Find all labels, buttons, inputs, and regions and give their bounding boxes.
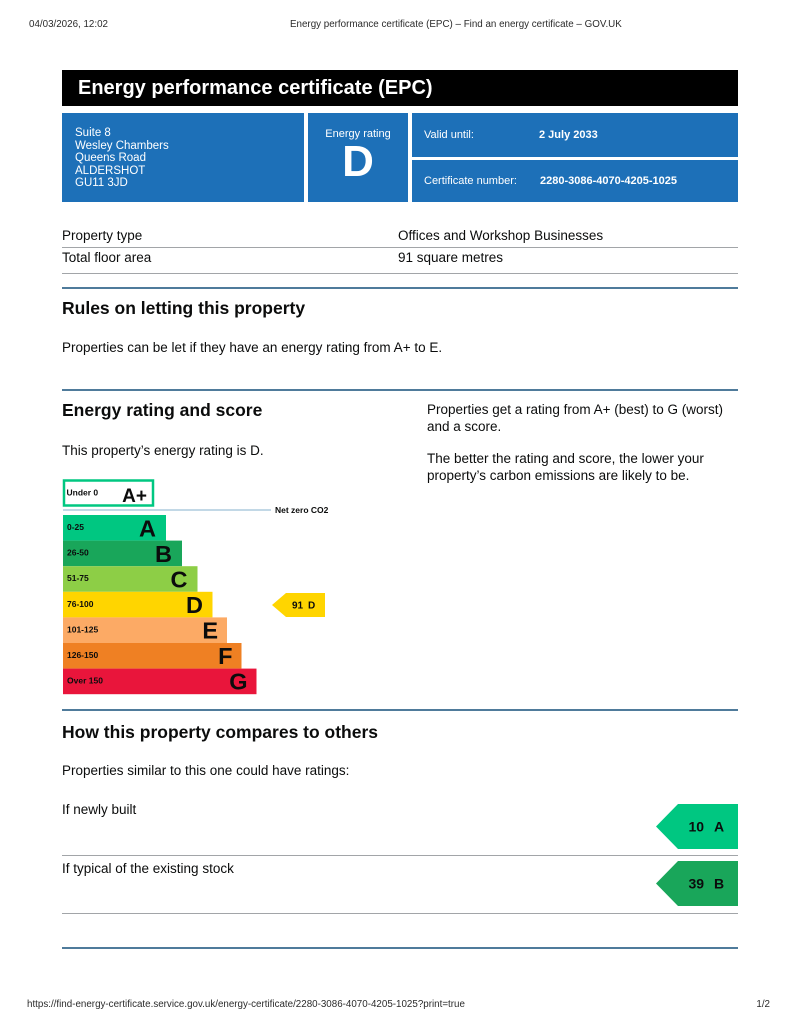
svg-text:91: 91 (292, 601, 304, 612)
svg-text:10: 10 (689, 819, 705, 835)
svg-text:D: D (308, 601, 315, 612)
svg-text:A: A (139, 516, 156, 542)
svg-text:E: E (202, 618, 218, 644)
svg-text:A+: A+ (122, 486, 147, 507)
svg-text:Net zero CO2: Net zero CO2 (275, 505, 329, 515)
svg-text:D: D (186, 592, 203, 618)
svg-text:26-50: 26-50 (67, 548, 89, 558)
svg-text:126-150: 126-150 (67, 650, 98, 660)
svg-text:B: B (155, 541, 172, 567)
svg-text:51-75: 51-75 (67, 573, 89, 583)
svg-text:39: 39 (689, 876, 705, 892)
svg-text:B: B (714, 876, 724, 892)
svg-text:A: A (714, 819, 724, 835)
svg-text:G: G (229, 669, 247, 695)
svg-text:C: C (171, 567, 188, 593)
svg-text:0-25: 0-25 (67, 522, 84, 532)
svg-text:101-125: 101-125 (67, 624, 98, 634)
svg-text:76-100: 76-100 (67, 599, 94, 609)
svg-text:Under 0: Under 0 (67, 488, 99, 498)
svg-text:F: F (218, 643, 232, 669)
svg-text:Over 150: Over 150 (67, 676, 103, 686)
